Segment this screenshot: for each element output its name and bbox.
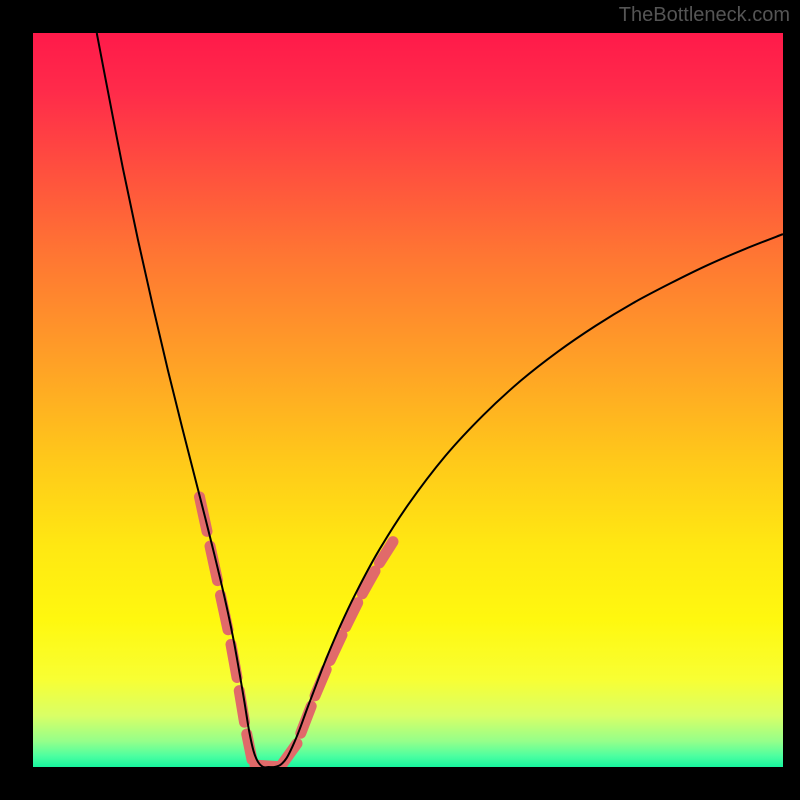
bottleneck-chart [0,0,800,800]
watermark-text: TheBottleneck.com [619,4,790,27]
chart-container: TheBottleneck.com [0,0,800,800]
plot-background [33,33,783,767]
